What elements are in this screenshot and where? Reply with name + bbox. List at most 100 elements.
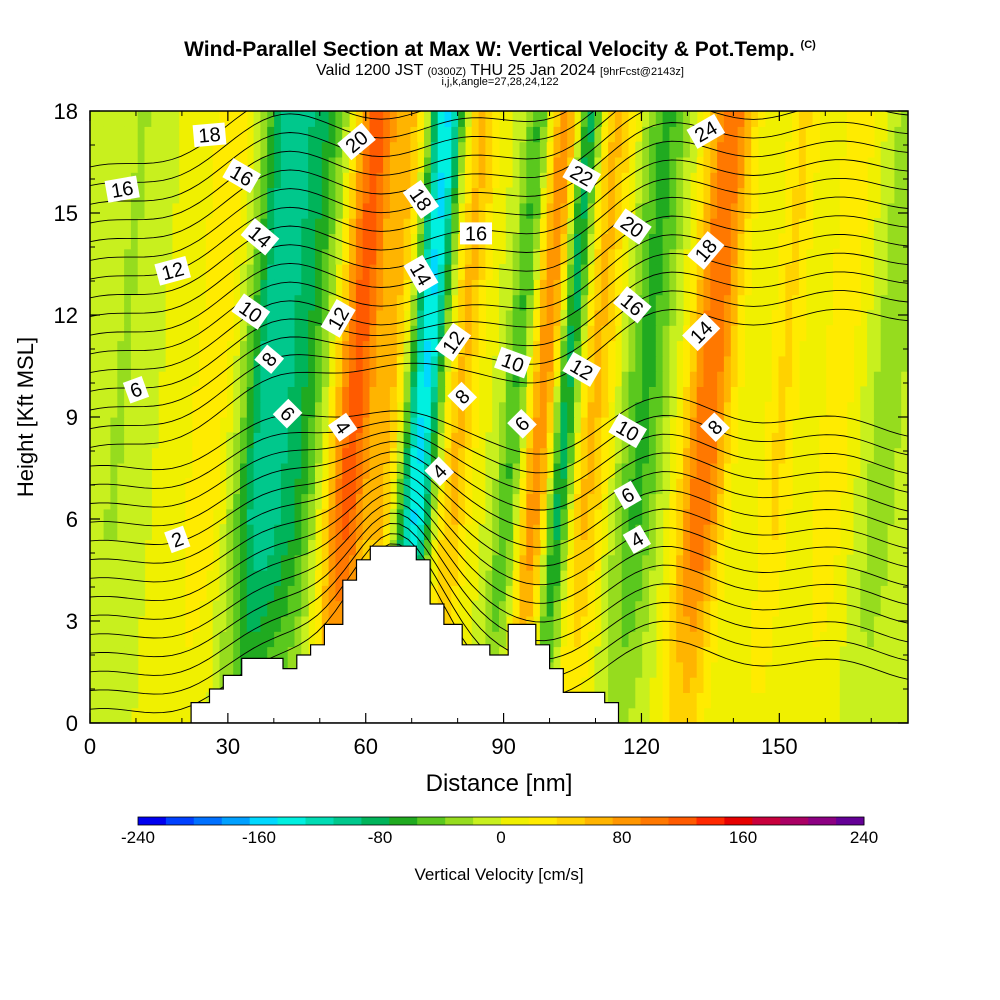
velocity-cell <box>110 539 118 556</box>
velocity-cell <box>683 340 691 357</box>
velocity-cell <box>130 677 139 693</box>
velocity-cell <box>853 508 861 525</box>
velocity-cell <box>219 111 227 127</box>
velocity-cell <box>649 156 657 173</box>
velocity-cell <box>539 615 548 632</box>
velocity-cell <box>696 478 705 495</box>
velocity-cell <box>689 677 698 693</box>
velocity-cell <box>560 156 568 173</box>
velocity-cell <box>205 554 214 571</box>
velocity-cell <box>349 478 357 495</box>
velocity-cell <box>137 508 146 525</box>
velocity-cell <box>451 172 459 189</box>
velocity-cell <box>478 141 487 158</box>
velocity-cell <box>887 401 896 418</box>
velocity-cell <box>287 340 296 357</box>
velocity-cell <box>567 386 575 403</box>
velocity-cell <box>240 417 248 433</box>
velocity-cell <box>287 539 296 556</box>
velocity-cell <box>301 325 309 342</box>
velocity-cell <box>873 615 882 632</box>
velocity-cell <box>860 172 868 189</box>
velocity-cell <box>246 401 255 418</box>
velocity-cell <box>342 279 350 296</box>
velocity-cell <box>867 141 875 158</box>
velocity-cell <box>567 447 575 464</box>
velocity-cell <box>662 126 671 143</box>
velocity-cell <box>662 141 671 158</box>
velocity-cell <box>437 508 446 525</box>
velocity-cell <box>649 478 657 495</box>
velocity-cell <box>342 218 350 234</box>
velocity-cell <box>294 279 302 296</box>
velocity-cell <box>894 539 902 556</box>
velocity-cell <box>894 248 902 265</box>
velocity-cell <box>103 111 112 127</box>
velocity-cell <box>539 325 548 342</box>
velocity-cell <box>860 462 868 479</box>
velocity-cell <box>403 218 412 234</box>
velocity-cell <box>335 248 343 265</box>
velocity-cell <box>321 600 330 617</box>
velocity-cell <box>519 340 527 357</box>
velocity-cell <box>274 141 282 158</box>
velocity-cell <box>880 202 889 219</box>
velocity-cell <box>396 462 405 479</box>
velocity-cell <box>860 447 868 464</box>
velocity-cell <box>553 631 561 648</box>
velocity-cell <box>376 340 384 357</box>
velocity-cell <box>662 202 671 219</box>
velocity-cell <box>376 202 384 219</box>
colorbar-swatch <box>668 817 697 825</box>
velocity-cell <box>240 279 248 296</box>
velocity-cell <box>315 355 323 372</box>
velocity-cell <box>894 661 902 678</box>
velocity-cell <box>274 615 282 632</box>
velocity-cell <box>553 417 561 433</box>
velocity-cell <box>287 248 296 265</box>
velocity-cell <box>635 187 643 204</box>
velocity-cell <box>280 539 289 556</box>
velocity-cell <box>717 309 725 326</box>
velocity-cell <box>601 615 609 632</box>
velocity-cell <box>546 156 555 173</box>
velocity-cell <box>710 539 718 556</box>
velocity-cell <box>328 524 337 540</box>
velocity-cell <box>233 111 241 127</box>
velocity-cell <box>798 111 807 127</box>
velocity-cell <box>315 126 323 143</box>
velocity-cell <box>608 187 616 204</box>
velocity-cell <box>689 661 698 678</box>
velocity-cell <box>478 524 487 540</box>
velocity-cell <box>792 111 800 127</box>
velocity-cell <box>417 432 425 449</box>
velocity-cell <box>444 172 452 189</box>
velocity-cell <box>410 447 418 464</box>
velocity-cell <box>151 172 159 189</box>
velocity-cell <box>621 325 630 342</box>
velocity-cell <box>355 233 364 250</box>
velocity-cell <box>751 615 759 632</box>
velocity-cell <box>567 661 575 678</box>
velocity-cell <box>437 493 446 510</box>
velocity-cell <box>526 126 534 143</box>
velocity-cell <box>274 187 282 204</box>
velocity-cell <box>771 340 780 357</box>
velocity-cell <box>355 279 364 296</box>
velocity-cell <box>839 677 848 693</box>
velocity-cell <box>274 570 282 586</box>
velocity-cell <box>717 371 725 387</box>
velocity-cell <box>867 478 875 495</box>
velocity-cell <box>444 493 452 510</box>
velocity-cell <box>533 600 541 617</box>
velocity-cell <box>219 202 227 219</box>
velocity-cell <box>628 508 636 525</box>
velocity-cell <box>539 294 548 311</box>
velocity-cell <box>710 187 718 204</box>
velocity-cell <box>342 570 350 586</box>
velocity-cell <box>294 233 302 250</box>
velocity-cell <box>274 600 282 617</box>
velocity-cell <box>355 248 364 265</box>
velocity-cell <box>151 218 159 234</box>
theta-contour <box>90 441 908 527</box>
